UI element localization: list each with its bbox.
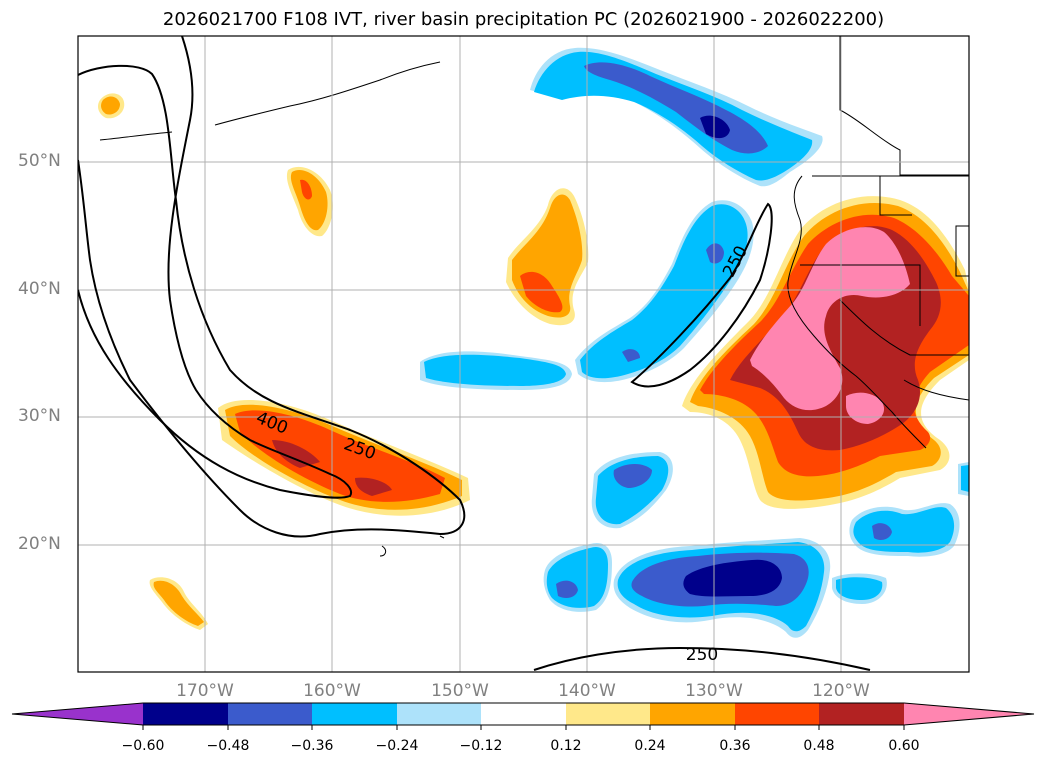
lon-label: 120°W [812,681,870,701]
positive-anomaly-band [218,399,470,516]
colorbar-bin [397,703,481,725]
lon-label: 140°W [558,681,616,701]
lat-label: 40°N [18,279,61,299]
lat-label: 20°N [18,534,61,554]
lon-label: 150°W [431,681,489,701]
colorbar-tick-label: −0.60 [121,738,165,754]
colorbar-bin [143,703,228,725]
colorbar-tick-label: 0.48 [803,738,835,754]
positive-patch-small [98,93,589,630]
figure-title: 2026021700 F108 IVT, river basin precipi… [162,9,885,30]
lon-label: 130°W [685,681,743,701]
ivt-contours [78,36,871,671]
colorbar-bin [735,703,819,725]
colorbar-tick-label: −0.24 [375,738,419,754]
colorbar-bin [819,703,904,725]
colorbar-low-extend [12,703,143,725]
lat-label: 50°N [18,151,61,171]
colorbar-bin [481,703,566,725]
negative-anomaly-south [543,452,969,638]
lon-label: 170°W [176,681,234,701]
coastlines [99,36,969,557]
colorbar-bin [312,703,397,725]
colorbar-tick-label: −0.48 [206,738,250,754]
colorbar [11,702,1035,730]
colorbar-tick-label: 0.12 [550,738,582,754]
colorbar-bin [566,703,650,725]
colorbar-tick-label: −0.36 [290,738,334,754]
colorbar-high-extend [904,703,1034,725]
negative-anomaly-alaska [530,47,823,187]
map-frame [77,35,970,673]
lat-label: 30°N [18,406,61,426]
lon-label: 160°W [303,681,361,701]
colorbar-bin [650,703,735,725]
colorbar-tick-label: 0.24 [634,738,666,754]
colorbar-bin [228,703,312,725]
positive-anomaly-westcoast [682,196,969,509]
colorbar-tick-label: 0.36 [719,738,751,754]
colorbar-tick-label: −0.12 [459,738,503,754]
gridlines [78,36,969,672]
contour-label-250-south: 250 [686,645,718,665]
colorbar-tick-label: 0.60 [888,738,920,754]
